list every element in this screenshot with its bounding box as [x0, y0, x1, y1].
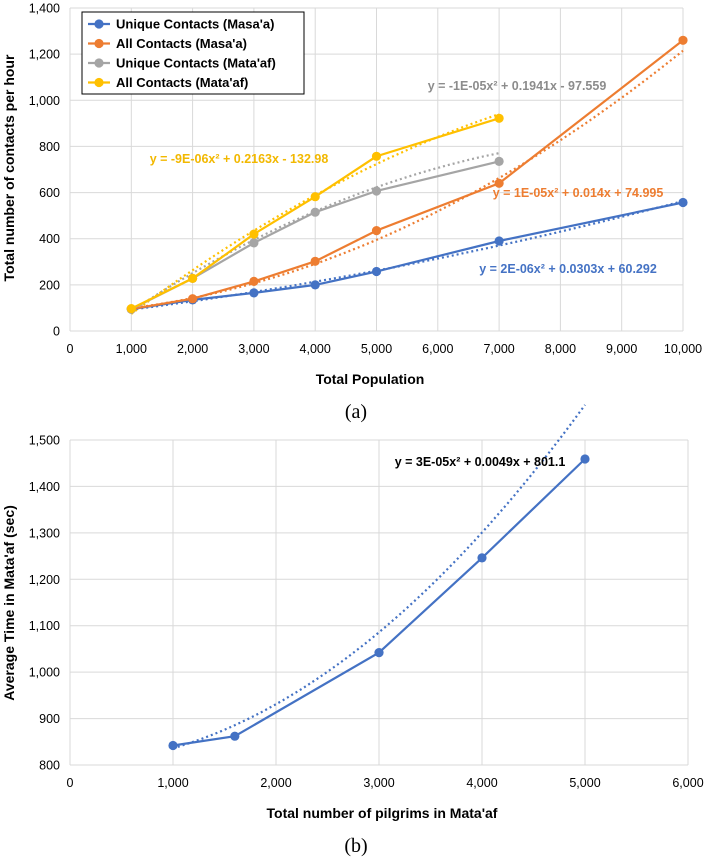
data-point-all-contacts-masa-a — [188, 294, 198, 304]
data-point-series-1 — [230, 731, 240, 741]
chart-a-y-tick-label: 400 — [39, 232, 60, 246]
chart-b-y-tick-label: 1,500 — [29, 434, 60, 448]
chart-a-equations: y = 2E-06x² + 0.0303x + 60.292 y = 1E-05x… — [150, 79, 664, 276]
data-point-all-contacts-masa-a — [494, 178, 504, 188]
chart-b-y-tick-label: 1,000 — [29, 666, 60, 680]
legend-box — [81, 11, 305, 95]
chart-b-x-tick-label: 5,000 — [569, 776, 600, 790]
chart-a-x-tick-label: 6,000 — [422, 342, 453, 356]
chart-a-x-tick-label: 2,000 — [177, 342, 208, 356]
chart-b-y-tick-label: 1,300 — [29, 526, 60, 540]
trendline-all-contacts-masa-a — [131, 49, 684, 310]
data-point-all-contacts-masa-a — [678, 35, 688, 45]
data-point-unique-contacts-masa-a — [678, 197, 688, 208]
series-line-all-contacts-mata-af — [130, 117, 500, 310]
chart-a-contacts: 0 1,000 2,000 3,000 4,000 5,000 6,000 7,000 8,00… — [1, 2, 702, 424]
chart-b-y-tick-label: 800 — [39, 759, 60, 773]
chart-b-x-tick-label: 4,000 — [466, 776, 497, 790]
chart-b-y-tick-label: 1,400 — [29, 480, 60, 494]
chart-b-x-axis-title: Total number of pilgrims in Mata'af — [267, 805, 498, 821]
data-point-unique-contacts-mata-af — [249, 238, 259, 248]
equation-series-1: y = 3E-05x² + 0.0049x + 801.1 — [395, 455, 566, 469]
chart-a-x-tick-label: 0 — [67, 342, 74, 356]
chart-a-y-tick-labels: 0 200 400 600 800 1,000 1,200 1,400 — [29, 2, 60, 339]
data-point-series-1 — [168, 740, 178, 751]
legend-marker-all-contacts-masa-a — [94, 38, 104, 49]
chart-a-y-axis-title: Total number of contacts per hour — [1, 54, 17, 281]
legend-label-all-contacts-mata-af: All Contacts (Mata'af) — [116, 75, 248, 90]
data-point-series-1 — [580, 454, 590, 464]
chart-a-x-tick-label: 3,000 — [238, 342, 269, 356]
data-point-all-contacts-mata-af — [310, 192, 320, 202]
chart-b-x-tick-labels: 0 1,000 2,000 3,000 4,000 5,000 6,000 — [67, 776, 704, 790]
chart-a-caption: (a) — [345, 401, 367, 423]
data-point-all-contacts-mata-af — [126, 304, 136, 314]
equation-all-contacts-masa-a: y = 1E-05x² + 0.014x + 74.995 — [493, 186, 664, 200]
chart-b-series-lines — [168, 454, 590, 751]
chart-b-equations: y = 3E-05x² + 0.0049x + 801.1 — [395, 455, 566, 469]
chart-a-x-tick-label: 8,000 — [545, 342, 576, 356]
chart-a-series-lines — [126, 35, 688, 314]
data-point-all-contacts-masa-a — [371, 226, 382, 236]
chart-a-trendlines — [130, 49, 684, 315]
legend-marker-unique-contacts-masa-a — [94, 19, 104, 29]
chart-b-x-tick-label: 3,000 — [363, 776, 394, 790]
legend-label-unique-contacts-masa-a: Unique Contacts (Masa'a) — [116, 17, 274, 32]
chart-a-x-tick-label: 5,000 — [361, 342, 392, 356]
chart-a-y-tick-label: 200 — [39, 278, 60, 292]
data-point-unique-contacts-mata-af — [494, 156, 504, 166]
data-point-unique-contacts-masa-a — [494, 236, 504, 246]
chart-a-y-tick-label: 1,000 — [29, 94, 60, 108]
chart-a-x-tick-labels: 0 1,000 2,000 3,000 4,000 5,000 6,000 7,000 8,00… — [67, 342, 703, 356]
chart-a-x-tick-label: 1,000 — [116, 342, 147, 356]
equation-unique-contacts-mata-af: y = -1E-05x² + 0.1941x - 97.559 — [428, 79, 607, 93]
chart-b-y-tick-label: 1,100 — [29, 619, 60, 633]
chart-a-x-tick-label: 7,000 — [483, 342, 514, 356]
chart-b-gridlines — [69, 439, 689, 766]
chart-b-x-tick-label: 2,000 — [260, 776, 291, 790]
data-point-all-contacts-mata-af — [249, 229, 259, 239]
chart-a-x-tick-label: 4,000 — [300, 342, 331, 356]
chart-a-legend: Unique Contacts (Masa'a) All Contacts (Ma… — [81, 11, 305, 95]
chart-a-x-tick-label: 10,000 — [664, 342, 702, 356]
chart-b-x-tick-label: 6,000 — [672, 776, 703, 790]
chart-a-y-tick-label: 1,400 — [29, 2, 60, 16]
chart-b-y-tick-label: 1,200 — [29, 573, 60, 587]
chart-a-y-tick-label: 0 — [53, 325, 60, 339]
chart-b-caption: (b) — [344, 835, 367, 857]
chart-b-x-tick-label: 1,000 — [157, 776, 188, 790]
data-point-unique-contacts-mata-af — [371, 186, 382, 196]
data-point-unique-contacts-masa-a — [371, 266, 382, 277]
data-point-all-contacts-masa-a — [310, 256, 320, 266]
data-point-unique-contacts-masa-a — [249, 288, 259, 298]
data-point-all-contacts-masa-a — [249, 276, 259, 286]
data-point-unique-contacts-mata-af — [310, 207, 320, 217]
data-point-all-contacts-mata-af — [494, 113, 504, 123]
chart-a-x-axis-title: Total Population — [316, 371, 425, 387]
data-point-all-contacts-mata-af — [371, 151, 382, 161]
chart-b-y-tick-labels: 800 900 1,000 1,100 1,200 1,300 1,400 1,500 — [29, 434, 60, 773]
data-point-series-1 — [374, 648, 384, 658]
chart-a-y-tick-label: 600 — [39, 186, 60, 200]
legend-marker-unique-contacts-mata-af — [94, 58, 104, 68]
legend-label-all-contacts-masa-a: All Contacts (Masa'a) — [116, 36, 247, 51]
data-point-unique-contacts-masa-a — [310, 280, 320, 290]
chart-b-x-tick-label: 0 — [67, 776, 74, 790]
equation-unique-contacts-masa-a: y = 2E-06x² + 0.0303x + 60.292 — [479, 262, 657, 276]
chart-a-y-tick-label: 800 — [39, 140, 60, 154]
chart-a-x-tick-label: 9,000 — [606, 342, 637, 356]
legend-marker-all-contacts-mata-af — [94, 77, 104, 88]
trendline-all-contacts-mata-af — [130, 113, 500, 315]
chart-b-y-tick-label: 900 — [39, 712, 60, 726]
data-point-series-1 — [477, 553, 487, 563]
equation-all-contacts-mata-af: y = -9E-06x² + 0.2163x - 132.98 — [150, 152, 329, 166]
chart-b-y-axis-title: Average Time in Mata'af (sec) — [1, 505, 17, 701]
data-point-all-contacts-mata-af — [188, 273, 198, 283]
chart-a-y-tick-label: 1,200 — [29, 48, 60, 62]
chart-b-average-time: 0 1,000 2,000 3,000 4,000 5,000 6,000 800 900 1,… — [1, 404, 704, 857]
legend-label-unique-contacts-mata-af: Unique Contacts (Mata'af) — [116, 56, 276, 71]
